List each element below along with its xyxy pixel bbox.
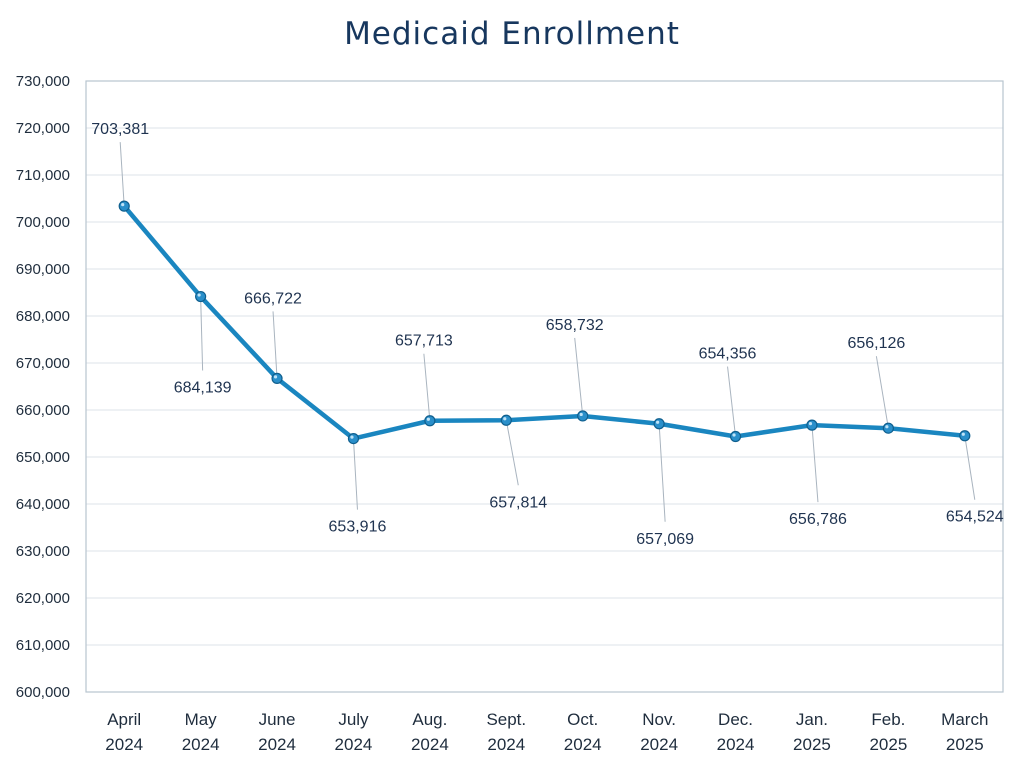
x-tick-label-year: 2024 xyxy=(258,735,296,754)
x-tick-label: Aug. xyxy=(412,710,447,729)
data-point-highlight xyxy=(350,435,354,439)
data-point xyxy=(347,432,360,445)
x-tick-label: Feb. xyxy=(871,710,905,729)
y-tick-label: 720,000 xyxy=(16,120,70,137)
data-label-leader xyxy=(574,337,584,417)
data-label-leader xyxy=(352,438,358,510)
y-tick-label: 600,000 xyxy=(16,684,70,701)
data-label: 656,126 xyxy=(847,335,905,352)
data-point xyxy=(118,200,130,212)
data-point-highlight xyxy=(121,203,125,207)
y-tick-label: 730,000 xyxy=(16,73,70,90)
x-tick-label: Oct. xyxy=(567,710,598,729)
x-tick-label-year: 2025 xyxy=(869,735,907,754)
y-tick-label: 630,000 xyxy=(16,543,70,560)
data-label: 657,713 xyxy=(395,333,453,350)
x-tick-label-year: 2024 xyxy=(640,735,678,754)
data-point xyxy=(500,414,512,426)
x-tick-label: May xyxy=(185,710,218,729)
data-label-leader xyxy=(964,435,976,500)
data-point-highlight xyxy=(961,432,965,436)
data-label: 654,524 xyxy=(946,509,1004,526)
y-tick-label: 670,000 xyxy=(16,355,70,372)
x-tick-label: July xyxy=(338,710,369,729)
data-point-highlight xyxy=(579,412,583,417)
data-label: 654,356 xyxy=(699,346,757,363)
data-label: 684,139 xyxy=(174,380,232,397)
x-tick-label-year: 2024 xyxy=(105,735,143,754)
y-tick-label: 640,000 xyxy=(16,496,70,513)
data-point xyxy=(271,372,283,385)
data-point xyxy=(577,410,589,422)
data-point-highlight xyxy=(273,375,278,379)
data-point-highlight xyxy=(426,417,430,421)
y-tick-label: 700,000 xyxy=(16,214,70,231)
data-label-leader xyxy=(119,142,125,207)
x-tick-label: Jan. xyxy=(796,710,828,729)
x-tick-label: April xyxy=(107,710,141,729)
data-label-leader xyxy=(200,296,204,371)
series-line xyxy=(121,203,968,441)
x-tick-label-year: 2024 xyxy=(487,735,525,754)
data-point-highlight xyxy=(808,422,813,426)
data-label-leader xyxy=(658,423,666,522)
x-tick-label-year: 2024 xyxy=(717,735,755,754)
y-tick-label: 690,000 xyxy=(16,261,70,278)
data-label: 658,732 xyxy=(546,317,604,334)
data-point-highlight xyxy=(197,293,201,297)
x-tick-label-year: 2025 xyxy=(946,735,984,754)
data-label-leader xyxy=(505,420,519,486)
data-point-highlight xyxy=(656,420,660,424)
x-tick-label: Sept. xyxy=(486,710,526,729)
x-tick-label-year: 2025 xyxy=(793,735,831,754)
data-label-leader xyxy=(423,353,431,421)
x-tick-label: Dec. xyxy=(718,710,753,729)
data-label-leader xyxy=(727,366,737,437)
x-tick-label-year: 2024 xyxy=(335,735,373,754)
data-point xyxy=(653,418,665,430)
plot-frame xyxy=(85,80,1004,693)
data-point xyxy=(882,422,894,434)
data-point xyxy=(806,419,818,431)
data-label-leader xyxy=(875,356,889,429)
data-label: 656,786 xyxy=(789,511,847,528)
data-point xyxy=(424,415,436,427)
data-label: 653,916 xyxy=(329,519,387,536)
y-tick-label: 680,000 xyxy=(16,308,70,325)
data-label: 703,381 xyxy=(91,121,149,138)
data-point-highlight xyxy=(503,417,507,421)
x-tick-label-year: 2024 xyxy=(182,735,220,754)
data-label: 666,722 xyxy=(244,290,302,307)
data-point xyxy=(729,430,742,443)
y-tick-label: 660,000 xyxy=(16,402,70,419)
data-point-highlight xyxy=(732,433,736,437)
x-tick-label: March xyxy=(941,710,988,729)
data-point-highlight xyxy=(885,425,889,429)
y-tick-label: 620,000 xyxy=(16,590,70,607)
x-tick-label: June xyxy=(259,710,296,729)
y-tick-label: 610,000 xyxy=(16,637,70,654)
chart-title: Medicaid Enrollment xyxy=(344,16,680,52)
data-point xyxy=(195,290,207,303)
data-label: 657,814 xyxy=(489,494,547,511)
data-label-leader xyxy=(811,425,819,503)
data-point xyxy=(959,430,971,442)
y-tick-label: 710,000 xyxy=(16,167,70,184)
x-tick-label: Nov. xyxy=(642,710,676,729)
x-tick-label-year: 2024 xyxy=(411,735,449,754)
data-label: 657,069 xyxy=(636,531,694,548)
y-tick-label: 650,000 xyxy=(16,449,70,466)
x-tick-label-year: 2024 xyxy=(564,735,602,754)
data-label-leader xyxy=(272,311,278,379)
